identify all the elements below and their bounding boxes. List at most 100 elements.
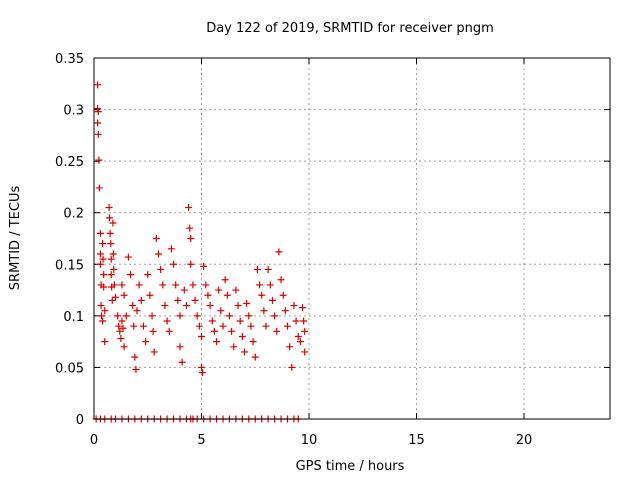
data-point	[180, 286, 188, 294]
data-point	[97, 302, 105, 310]
data-point	[110, 281, 118, 289]
data-point	[116, 327, 124, 335]
data-point	[176, 343, 184, 351]
data-point	[170, 260, 178, 268]
data-points	[92, 81, 309, 423]
data-point	[139, 322, 147, 330]
data-point	[223, 291, 231, 299]
data-point	[234, 302, 242, 310]
data-point	[186, 224, 194, 232]
data-point	[131, 353, 139, 361]
data-point	[198, 332, 205, 340]
data-point	[127, 271, 135, 279]
data-point	[105, 204, 113, 212]
data-point	[230, 343, 238, 351]
data-point	[114, 312, 122, 320]
data-point	[120, 343, 128, 351]
data-point	[100, 283, 108, 291]
data-point	[243, 299, 251, 307]
data-point	[133, 307, 141, 315]
y-tick-label: 0.15	[55, 258, 84, 273]
data-point	[299, 304, 307, 312]
data-point	[137, 296, 145, 304]
data-point	[195, 322, 203, 330]
data-point	[191, 296, 199, 304]
data-point	[258, 291, 266, 299]
data-point	[115, 322, 123, 330]
data-point	[275, 248, 283, 256]
data-point	[96, 229, 104, 237]
data-point	[107, 240, 115, 248]
data-point	[284, 322, 291, 330]
data-point	[241, 348, 248, 356]
data-point	[122, 312, 130, 320]
data-point	[202, 281, 210, 289]
plot-frame	[93, 57, 611, 420]
data-point	[152, 235, 160, 242]
data-point	[118, 281, 126, 289]
data-point	[204, 291, 212, 299]
data-point	[266, 281, 274, 289]
data-point	[142, 338, 150, 346]
data-point	[117, 335, 125, 343]
x-axis-label: GPS time / hours	[296, 459, 405, 474]
data-point	[129, 302, 137, 310]
y-tick-label: 0.1	[63, 310, 84, 325]
data-point	[94, 81, 102, 89]
data-point	[215, 286, 223, 294]
data-point	[247, 322, 255, 330]
chart-title: Day 122 of 2019, SRMTID for receiver png…	[206, 21, 494, 36]
data-point	[225, 312, 233, 320]
data-point	[94, 108, 102, 116]
data-point	[256, 281, 264, 289]
data-point	[101, 338, 109, 346]
data-point	[277, 276, 285, 284]
data-point	[290, 302, 298, 310]
x-axis-ticks: 0 5 10 15 20	[90, 58, 532, 448]
y-tick-label: 0.05	[55, 361, 84, 376]
data-point	[200, 262, 208, 270]
data-point	[101, 307, 109, 315]
data-point	[286, 343, 294, 351]
data-point	[245, 312, 253, 320]
x-tick-label: 0	[90, 433, 98, 448]
data-point	[219, 322, 227, 330]
data-point	[94, 119, 102, 127]
y-tick-label: 0.25	[55, 155, 84, 170]
data-point	[221, 276, 229, 284]
data-point	[213, 338, 221, 346]
data-point	[96, 260, 104, 268]
data-point	[193, 312, 201, 320]
grid	[94, 58, 610, 419]
x-tick-label: 5	[197, 433, 205, 448]
data-point	[155, 250, 162, 258]
data-point	[99, 240, 107, 248]
data-point	[99, 317, 107, 325]
x-tick-label: 15	[408, 433, 425, 448]
data-point	[150, 348, 158, 356]
data-point	[174, 296, 182, 304]
data-point	[268, 296, 276, 304]
data-point	[130, 322, 138, 330]
data-point	[210, 327, 218, 335]
data-point	[149, 327, 157, 335]
data-point	[238, 332, 246, 340]
x-tick-label: 10	[301, 433, 318, 448]
data-point	[187, 260, 195, 268]
y-tick-label: 0	[76, 413, 84, 428]
data-point	[228, 327, 236, 335]
data-point	[262, 322, 270, 330]
data-point	[199, 369, 207, 377]
data-point	[296, 338, 304, 346]
data-point	[108, 296, 116, 304]
data-point	[148, 312, 156, 320]
y-tick-label: 0.2	[63, 207, 84, 222]
y-axis-label: SRMTID / TECUs	[8, 186, 23, 291]
data-point	[236, 317, 244, 325]
data-point	[159, 281, 167, 289]
data-point	[135, 281, 143, 289]
data-point	[206, 302, 214, 310]
data-point	[107, 271, 115, 279]
data-point	[301, 348, 309, 356]
